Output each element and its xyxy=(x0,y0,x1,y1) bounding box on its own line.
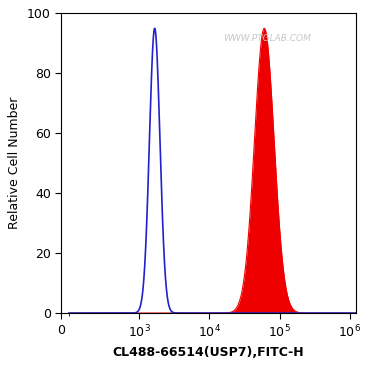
Text: WWW.PTGLAB.COM: WWW.PTGLAB.COM xyxy=(223,34,311,43)
Y-axis label: Relative Cell Number: Relative Cell Number xyxy=(9,97,21,229)
X-axis label: CL488-66514(USP7),FITC-H: CL488-66514(USP7),FITC-H xyxy=(112,346,304,359)
